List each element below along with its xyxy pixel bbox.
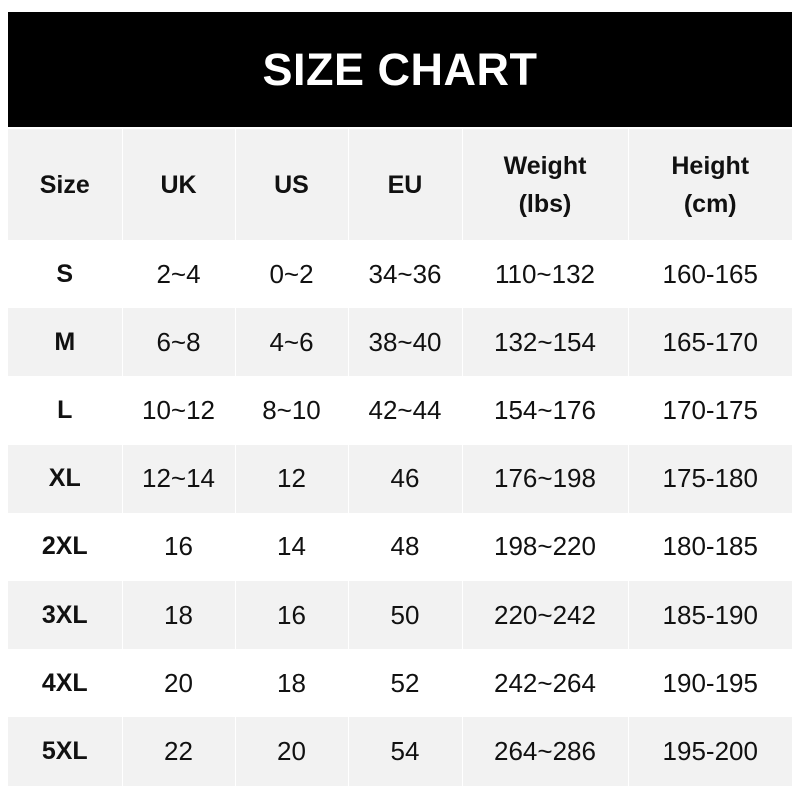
header-label: Size [39, 170, 90, 199]
cell-us: 20 [234, 717, 348, 786]
cell-weight: 154~176 [461, 376, 628, 445]
cell-uk: 10~12 [121, 376, 235, 445]
table-row: 3XL 18 16 50 220~242 185-190 [8, 580, 792, 650]
cell-weight: 110~132 [461, 240, 628, 309]
cell-eu: 42~44 [347, 376, 462, 445]
cell-eu: 46 [347, 444, 462, 513]
cell-uk: 20 [121, 649, 235, 718]
cell-eu: 50 [347, 580, 462, 650]
cell-uk: 6~8 [121, 308, 235, 377]
table-row: S 2~4 0~2 34~36 110~132 160-165 [8, 240, 792, 309]
cell-height: 190-195 [627, 649, 792, 718]
header-label: UK [160, 170, 197, 199]
table-row: L 10~12 8~10 42~44 154~176 170-175 [8, 376, 792, 445]
cell-uk: 22 [121, 717, 235, 786]
table-row: 5XL 22 20 54 264~286 195-200 [8, 717, 792, 786]
cell-size: L [57, 395, 73, 424]
cell-size: M [54, 327, 76, 356]
table-row: 2XL 16 14 48 198~220 180-185 [8, 512, 792, 581]
table-row: 4XL 20 18 52 242~264 190-195 [8, 649, 792, 718]
cell-uk: 18 [121, 580, 235, 650]
header-uk: UK [121, 129, 235, 240]
cell-us: 18 [234, 649, 348, 718]
cell-us: 14 [234, 512, 348, 581]
header-label: Weight [503, 151, 587, 180]
cell-weight: 220~242 [461, 580, 628, 650]
cell-size: 2XL [41, 532, 88, 561]
cell-us: 0~2 [234, 240, 348, 309]
size-chart-table: Size UK US EU Weight (lbs) Height (cm) S 2~4 0~2 3… [8, 129, 792, 786]
cell-us: 4~6 [234, 308, 348, 377]
header-row: Size UK US EU Weight (lbs) Height (cm) [8, 129, 792, 240]
cell-us: 12 [234, 444, 348, 513]
cell-eu: 34~36 [347, 240, 462, 309]
cell-eu: 54 [347, 717, 462, 786]
cell-us: 8~10 [234, 376, 348, 445]
header-weight: Weight (lbs) [461, 129, 628, 240]
header-us: US [234, 129, 348, 240]
header-size: Size [8, 129, 122, 240]
cell-height: 180-185 [627, 512, 792, 581]
title-banner: SIZE CHART [8, 12, 792, 127]
header-label: EU [387, 170, 423, 199]
cell-size: 4XL [41, 668, 88, 697]
cell-eu: 38~40 [347, 308, 462, 377]
cell-weight: 264~286 [461, 717, 628, 786]
cell-size: 5XL [41, 736, 88, 765]
table-row: XL 12~14 12 46 176~198 175-180 [8, 444, 792, 513]
header-unit: (lbs) [518, 189, 572, 218]
page-title: SIZE CHART [262, 43, 538, 95]
cell-height: 160-165 [627, 240, 792, 309]
cell-weight: 242~264 [461, 649, 628, 718]
cell-height: 195-200 [627, 717, 792, 786]
cell-us: 16 [234, 580, 348, 650]
table-row: M 6~8 4~6 38~40 132~154 165-170 [8, 308, 792, 377]
header-eu: EU [347, 129, 462, 240]
header-label: US [274, 170, 309, 199]
cell-height: 185-190 [627, 580, 792, 650]
header-label: Height [671, 151, 750, 180]
cell-uk: 16 [121, 512, 235, 581]
cell-weight: 176~198 [461, 444, 628, 513]
cell-eu: 48 [347, 512, 462, 581]
header-unit: (cm) [683, 189, 737, 218]
cell-size: S [56, 259, 74, 288]
cell-uk: 2~4 [121, 240, 235, 309]
cell-uk: 12~14 [121, 444, 235, 513]
cell-size: XL [48, 464, 81, 493]
cell-height: 165-170 [627, 308, 792, 377]
cell-weight: 198~220 [461, 512, 628, 581]
cell-height: 175-180 [627, 444, 792, 513]
header-height: Height (cm) [627, 129, 792, 240]
cell-eu: 52 [347, 649, 462, 718]
cell-weight: 132~154 [461, 308, 628, 377]
cell-height: 170-175 [627, 376, 792, 445]
cell-size: 3XL [41, 600, 88, 629]
